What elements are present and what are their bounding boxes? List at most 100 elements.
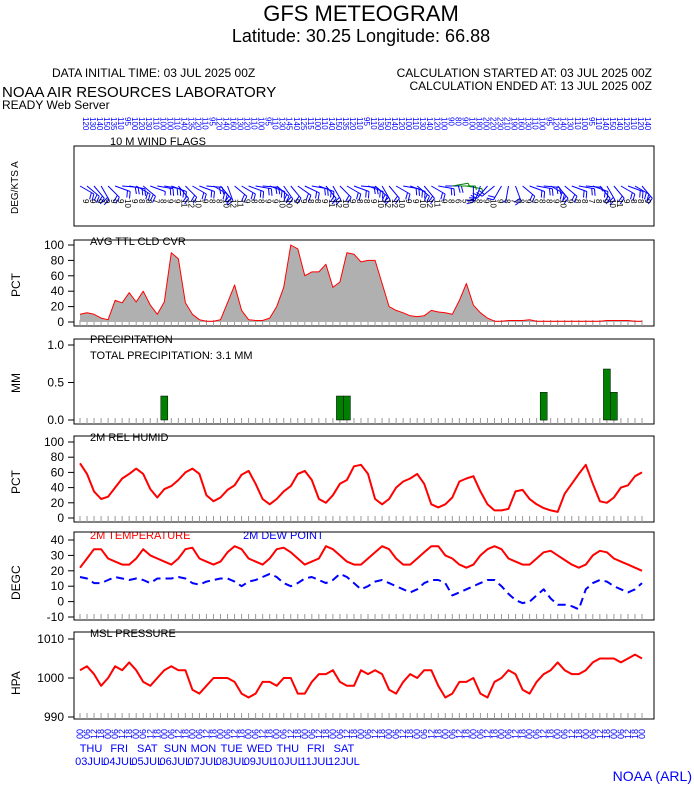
day-of-week-label: WED — [247, 743, 273, 755]
temp-y-tick-label: 30 — [51, 548, 65, 562]
wind-barb-feather — [550, 188, 551, 195]
date-label: 03JUL — [75, 756, 107, 768]
wind-barb-feather — [640, 191, 641, 198]
data-initial-time: DATA INITIAL TIME: 03 JUL 2025 00Z — [52, 66, 255, 80]
wind-barb-feather — [544, 192, 545, 199]
pressure-y-tick-label: 990 — [44, 710, 64, 724]
date-label: 12JUL — [328, 756, 360, 768]
wind-barb-feather — [281, 191, 282, 198]
precip-bar — [336, 396, 343, 420]
day-of-week-label: SAT — [137, 743, 158, 755]
wind-barb — [101, 186, 109, 200]
temp-y-tick-label: 20 — [51, 564, 65, 578]
wind-panel: 10 M WIND FLAGS DEG/KTS A — [10, 136, 654, 226]
date-label: 09JUL — [244, 756, 276, 768]
cloud-y-tick-label: 0 — [57, 315, 64, 329]
temp-y-tick-label: 40 — [51, 533, 65, 547]
wind-barb-feather — [145, 189, 146, 196]
pressure-y-tick-label: 1000 — [37, 671, 64, 685]
wind-title: 10 M WIND FLAGS — [110, 136, 206, 148]
cloud-y-tick-label: 100 — [44, 238, 64, 252]
precip-bar — [603, 369, 610, 420]
wind-barb-feather — [269, 188, 270, 195]
rh-y-tick-label: 20 — [51, 496, 65, 510]
temp-ylabel: DEGC — [9, 565, 23, 600]
day-of-week-label: THU — [80, 743, 103, 755]
wind-ylabel: DEG/KTS A — [10, 161, 21, 214]
day-of-week-label: TUE — [221, 743, 243, 755]
temp-y-tick-label: 10 — [51, 579, 65, 593]
temp-y-tick-label: -10 — [47, 610, 65, 624]
date-label: 07JUL — [188, 756, 220, 768]
pressure-title: MSL PRESSURE — [90, 628, 176, 640]
precip-bar — [343, 396, 350, 420]
location-subtitle: Latitude: 30.25 Longitude: 66.88 — [232, 26, 490, 46]
rh-y-tick-label: 40 — [51, 481, 65, 495]
precip-bar — [161, 396, 168, 420]
wind-barb-feather — [584, 191, 585, 198]
wind-speed-label: 9 — [643, 199, 652, 204]
rh-title: 2M REL HUMID — [90, 432, 168, 444]
date-label: 04JUL — [103, 756, 135, 768]
precip-y-tick-label: 0.5 — [47, 376, 64, 390]
calc-ended: CALCULATION ENDED AT: 13 JUL 2025 00Z — [409, 79, 652, 93]
day-of-week-label: THU — [276, 743, 299, 755]
temperature-line — [80, 546, 642, 571]
cloud-y-tick-label: 20 — [51, 300, 65, 314]
wind-barb-feather — [177, 188, 178, 195]
wind-barb-feather — [461, 186, 463, 193]
wind-barb-feather — [368, 192, 369, 199]
temp-y-tick-label: 0 — [57, 595, 64, 609]
wind-barb-feather — [260, 191, 261, 198]
wind-barb-feather — [592, 188, 593, 195]
precip-title: PRECIPITATION — [90, 334, 173, 346]
wind-barb-feather — [173, 189, 174, 196]
pressure-y-tick-label: 1010 — [37, 632, 64, 646]
precip-bar — [610, 392, 617, 420]
wind-barb-feather — [380, 191, 381, 198]
temp-frame — [74, 532, 654, 620]
wind-barb-feather — [325, 188, 326, 195]
wind-barb-feather — [263, 192, 264, 199]
cloud-panel: AVG TTL CLD CVR PCT — [9, 236, 186, 297]
calc-started: CALCULATION STARTED AT: 03 JUL 2025 00Z — [397, 66, 652, 80]
wind-barb-feather — [316, 192, 317, 199]
wind-barb-feather — [214, 192, 215, 199]
wind-barb-feather — [642, 192, 643, 199]
wind-barb-feather — [130, 192, 131, 199]
rh-line — [80, 463, 642, 512]
rh-y-tick-label: 0 — [57, 511, 64, 525]
wind-barb-feather — [586, 192, 587, 199]
precip-bar — [540, 392, 547, 420]
pressure-line — [80, 655, 642, 698]
pressure-frame — [74, 632, 654, 719]
cloud-y-tick-label: 60 — [51, 269, 65, 283]
rh-y-tick-label: 100 — [44, 435, 64, 449]
wind-barb-feather — [170, 188, 171, 195]
day-of-week-label: SUN — [164, 743, 187, 755]
day-of-week-label: SAT — [334, 743, 355, 755]
rh-ylabel: PCT — [9, 469, 23, 494]
day-of-week-label: MON — [191, 743, 217, 755]
time-hour-label: 00 — [637, 729, 647, 739]
cloud-area — [80, 245, 642, 322]
precip-ylabel: MM — [9, 373, 23, 393]
rh-y-tick-label: 60 — [51, 465, 65, 479]
cloud-y-tick-label: 80 — [51, 253, 65, 267]
wind-barb-feather — [211, 191, 212, 198]
day-of-week-label: FRI — [110, 743, 128, 755]
wind-barb-feather — [271, 189, 272, 196]
date-label: 10JUL — [272, 756, 304, 768]
wind-barb-feather — [127, 191, 128, 198]
wind-barb-feather — [458, 186, 460, 193]
wind-barb — [298, 186, 311, 195]
dewpoint-line — [80, 574, 642, 609]
rh-panel: 2M REL HUMID PCT — [9, 432, 168, 494]
day-of-week-label: FRI — [307, 743, 325, 755]
wind-barb-feather — [135, 187, 136, 194]
wind-barb-feather — [454, 189, 455, 196]
pressure-ylabel: HPA — [9, 671, 23, 695]
date-label: 11JUL — [300, 756, 331, 768]
